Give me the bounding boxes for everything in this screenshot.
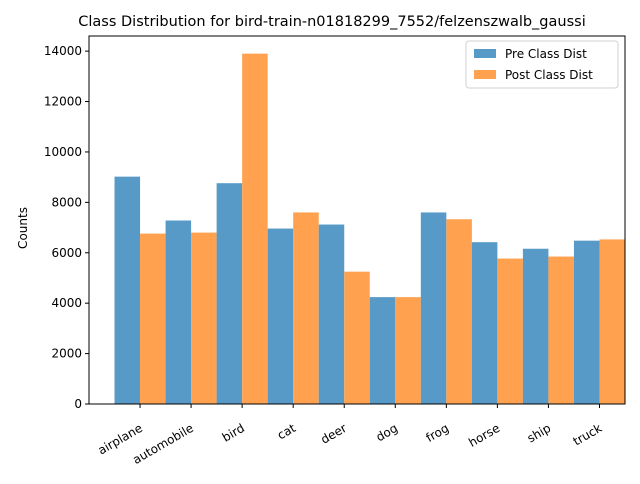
bar-post-dog bbox=[395, 297, 421, 404]
y-tick-label-6000: 6000 bbox=[51, 246, 82, 260]
chart-title: Class Distribution for bird-train-n01818… bbox=[78, 14, 585, 30]
x-tick-label-dog: dog bbox=[374, 421, 401, 444]
y-axis-label: Counts bbox=[16, 207, 30, 249]
y-tick-label-8000: 8000 bbox=[51, 195, 82, 209]
bar-post-ship bbox=[548, 256, 574, 404]
bars-group bbox=[114, 53, 625, 405]
x-tick-label-deer: deer bbox=[318, 421, 349, 447]
bar-post-automobile bbox=[191, 232, 217, 404]
legend-label-pre: Pre Class Dist bbox=[505, 47, 587, 61]
y-tick-label-12000: 12000 bbox=[44, 95, 82, 109]
x-tick-label-cat: cat bbox=[275, 421, 298, 443]
bar-pre-automobile bbox=[165, 220, 192, 404]
bar-post-deer bbox=[344, 271, 370, 404]
bar-pre-horse bbox=[471, 242, 498, 404]
y-tick-label-10000: 10000 bbox=[44, 145, 82, 159]
legend: Pre Class Dist Post Class Dist bbox=[465, 40, 619, 89]
bar-post-bird bbox=[242, 53, 268, 405]
bar-pre-truck bbox=[573, 240, 600, 404]
bar-pre-ship bbox=[522, 248, 549, 404]
bar-pre-bird bbox=[216, 183, 243, 404]
x-tick-label-frog: frog bbox=[424, 421, 452, 445]
bar-pre-dog bbox=[369, 297, 396, 404]
legend-label-post: Post Class Dist bbox=[505, 68, 593, 82]
bar-pre-airplane bbox=[114, 176, 141, 404]
y-tick-label-14000: 14000 bbox=[44, 44, 82, 58]
y-tick-label-0: 0 bbox=[74, 397, 82, 411]
bar-post-horse bbox=[497, 258, 523, 404]
bar-post-frog bbox=[446, 219, 472, 404]
x-tick-label-horse: horse bbox=[466, 421, 502, 450]
y-tick-label-2000: 2000 bbox=[51, 347, 82, 361]
x-tick-label-bird: bird bbox=[220, 421, 247, 445]
bar-post-airplane bbox=[140, 233, 166, 404]
y-tick-label-4000: 4000 bbox=[51, 296, 82, 310]
x-tick-label-ship: ship bbox=[525, 421, 553, 446]
x-tick-label-truck: truck bbox=[571, 421, 605, 449]
bar-pre-cat bbox=[267, 228, 294, 404]
bar-pre-frog bbox=[420, 212, 447, 404]
plot-frame bbox=[88, 35, 626, 405]
legend-swatch-post bbox=[474, 70, 496, 79]
legend-swatch-pre bbox=[474, 49, 496, 58]
legend-box bbox=[465, 40, 619, 89]
bar-post-cat bbox=[293, 212, 319, 404]
bar-post-truck bbox=[599, 239, 625, 404]
bar-pre-deer bbox=[318, 224, 345, 404]
